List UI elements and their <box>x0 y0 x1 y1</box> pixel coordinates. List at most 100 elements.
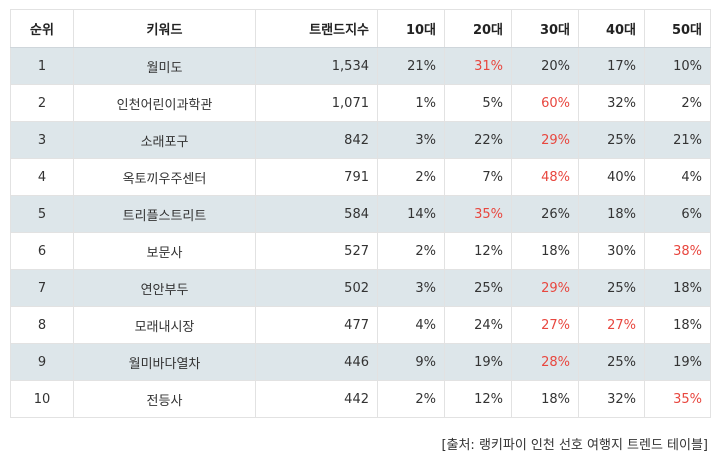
cell-age-50: 18% <box>644 306 711 344</box>
cell-age-20: 25% <box>444 269 512 307</box>
cell-keyword: 전등사 <box>73 380 256 418</box>
trend-table: 순위 키워드 트랜드지수 10대 20대 30대 40대 50대 1 월미도 1,5… <box>10 9 711 418</box>
cell-age-40: 40% <box>578 158 645 196</box>
cell-age-50: 19% <box>644 343 711 381</box>
header-age-50: 50대 <box>644 9 711 48</box>
cell-age-10: 2% <box>377 232 445 270</box>
cell-rank: 9 <box>10 343 74 381</box>
cell-age-20: 7% <box>444 158 512 196</box>
cell-age-10: 14% <box>377 195 445 233</box>
cell-age-10: 3% <box>377 121 445 159</box>
cell-age-50: 2% <box>644 84 711 122</box>
cell-age-40: 18% <box>578 195 645 233</box>
table-row: 1 월미도 1,534 21% 31% 20% 17% 10% <box>10 47 711 85</box>
cell-age-20: 19% <box>444 343 512 381</box>
table-row: 10 전등사 442 2% 12% 18% 32% 35% <box>10 380 711 418</box>
cell-trend-index: 791 <box>255 158 378 196</box>
cell-keyword: 월미도 <box>73 47 256 85</box>
cell-keyword: 보문사 <box>73 232 256 270</box>
cell-age-50: 18% <box>644 269 711 307</box>
cell-age-40: 30% <box>578 232 645 270</box>
cell-rank: 7 <box>10 269 74 307</box>
cell-trend-index: 1,071 <box>255 84 378 122</box>
table-row: 5 트리플스트리트 584 14% 35% 26% 18% 6% <box>10 195 711 233</box>
source-caption: [출처: 랭키파이 인천 선호 여행지 트렌드 테이블] <box>441 438 708 453</box>
table-row: 4 옥토끼우주센터 791 2% 7% 48% 40% 4% <box>10 158 711 196</box>
cell-age-40: 32% <box>578 380 645 418</box>
cell-age-20: 31% <box>444 47 512 85</box>
table-row: 3 소래포구 842 3% 22% 29% 25% 21% <box>10 121 711 159</box>
cell-rank: 4 <box>10 158 74 196</box>
cell-age-20: 24% <box>444 306 512 344</box>
cell-age-40: 25% <box>578 121 645 159</box>
cell-age-10: 21% <box>377 47 445 85</box>
cell-age-30: 28% <box>511 343 579 381</box>
table-row: 6 보문사 527 2% 12% 18% 30% 38% <box>10 232 711 270</box>
cell-keyword: 옥토끼우주센터 <box>73 158 256 196</box>
cell-age-30: 29% <box>511 269 579 307</box>
cell-trend-index: 527 <box>255 232 378 270</box>
cell-age-50: 6% <box>644 195 711 233</box>
cell-trend-index: 584 <box>255 195 378 233</box>
cell-age-30: 48% <box>511 158 579 196</box>
cell-age-40: 25% <box>578 343 645 381</box>
table-row: 2 인천어린이과학관 1,071 1% 5% 60% 32% 2% <box>10 84 711 122</box>
cell-rank: 3 <box>10 121 74 159</box>
cell-trend-index: 502 <box>255 269 378 307</box>
table-row: 8 모래내시장 477 4% 24% 27% 27% 18% <box>10 306 711 344</box>
cell-age-50: 4% <box>644 158 711 196</box>
cell-rank: 10 <box>10 380 74 418</box>
cell-age-20: 12% <box>444 380 512 418</box>
table-body: 1 월미도 1,534 21% 31% 20% 17% 10% 2 인천어린이과학관 1,071 1%… <box>10 47 711 418</box>
cell-keyword: 소래포구 <box>73 121 256 159</box>
cell-age-10: 3% <box>377 269 445 307</box>
cell-trend-index: 842 <box>255 121 378 159</box>
cell-age-40: 25% <box>578 269 645 307</box>
cell-keyword: 트리플스트리트 <box>73 195 256 233</box>
cell-age-10: 4% <box>377 306 445 344</box>
cell-rank: 2 <box>10 84 74 122</box>
cell-age-30: 20% <box>511 47 579 85</box>
cell-keyword: 월미바다열차 <box>73 343 256 381</box>
header-rank: 순위 <box>10 9 74 48</box>
cell-age-50: 21% <box>644 121 711 159</box>
cell-keyword: 연안부두 <box>73 269 256 307</box>
cell-age-20: 35% <box>444 195 512 233</box>
cell-age-30: 18% <box>511 232 579 270</box>
cell-age-40: 27% <box>578 306 645 344</box>
cell-age-20: 5% <box>444 84 512 122</box>
table-header-row: 순위 키워드 트랜드지수 10대 20대 30대 40대 50대 <box>10 9 711 48</box>
cell-age-20: 22% <box>444 121 512 159</box>
cell-rank: 5 <box>10 195 74 233</box>
cell-rank: 8 <box>10 306 74 344</box>
cell-rank: 1 <box>10 47 74 85</box>
cell-age-50: 10% <box>644 47 711 85</box>
cell-age-30: 18% <box>511 380 579 418</box>
cell-age-30: 29% <box>511 121 579 159</box>
header-age-20: 20대 <box>444 9 512 48</box>
header-age-10: 10대 <box>377 9 445 48</box>
cell-trend-index: 1,534 <box>255 47 378 85</box>
cell-rank: 6 <box>10 232 74 270</box>
cell-age-10: 2% <box>377 158 445 196</box>
cell-age-50: 38% <box>644 232 711 270</box>
header-keyword: 키워드 <box>73 9 256 48</box>
cell-trend-index: 442 <box>255 380 378 418</box>
cell-age-40: 32% <box>578 84 645 122</box>
cell-age-30: 26% <box>511 195 579 233</box>
cell-trend-index: 477 <box>255 306 378 344</box>
cell-keyword: 모래내시장 <box>73 306 256 344</box>
header-trend-index: 트랜드지수 <box>255 9 378 48</box>
cell-age-50: 35% <box>644 380 711 418</box>
cell-age-30: 27% <box>511 306 579 344</box>
cell-age-20: 12% <box>444 232 512 270</box>
trend-table-container: 순위 키워드 트랜드지수 10대 20대 30대 40대 50대 1 월미도 1,5… <box>10 9 711 418</box>
cell-trend-index: 446 <box>255 343 378 381</box>
table-row: 7 연안부두 502 3% 25% 29% 25% 18% <box>10 269 711 307</box>
header-age-30: 30대 <box>511 9 579 48</box>
cell-age-10: 9% <box>377 343 445 381</box>
cell-age-30: 60% <box>511 84 579 122</box>
cell-age-40: 17% <box>578 47 645 85</box>
cell-keyword: 인천어린이과학관 <box>73 84 256 122</box>
header-age-40: 40대 <box>578 9 645 48</box>
